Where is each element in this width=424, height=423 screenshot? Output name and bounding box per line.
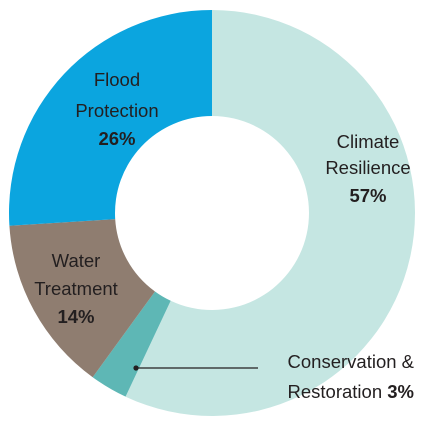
slice-name-line: Conservation & bbox=[288, 351, 415, 372]
slice-name-line: Restoration bbox=[288, 381, 388, 402]
slice-value-label: 3% bbox=[387, 381, 414, 402]
slice-label-1: Conservation & Restoration 3% bbox=[288, 351, 415, 402]
slice-name-line: Resilience bbox=[325, 157, 410, 178]
slice-2 bbox=[9, 219, 155, 378]
leader-lines bbox=[133, 365, 258, 371]
chart-labels: Climate Resilience 57% Conservation & Restor… bbox=[34, 69, 414, 402]
slice-value-label: 57% bbox=[349, 185, 386, 206]
slice-0 bbox=[125, 10, 415, 416]
slice-3 bbox=[8, 10, 212, 226]
slice-name-line: Protection bbox=[75, 100, 158, 121]
slice-label-2: Water Treatment 14% bbox=[34, 250, 118, 327]
slice-name-line: Treatment bbox=[34, 278, 118, 299]
slice-name-line: Flood bbox=[94, 69, 140, 90]
slice-label-3: Flood Protection 26% bbox=[75, 69, 158, 149]
slice-1 bbox=[92, 291, 171, 397]
slice-value-label: 26% bbox=[98, 128, 135, 149]
leader-dot-1 bbox=[133, 365, 139, 371]
slice-value-label: 14% bbox=[57, 306, 94, 327]
slice-name-line: Climate bbox=[337, 131, 400, 152]
slice-name-line: Water bbox=[52, 250, 101, 271]
chart-slices bbox=[8, 10, 415, 416]
slice-label-0: Climate Resilience 57% bbox=[325, 131, 410, 206]
